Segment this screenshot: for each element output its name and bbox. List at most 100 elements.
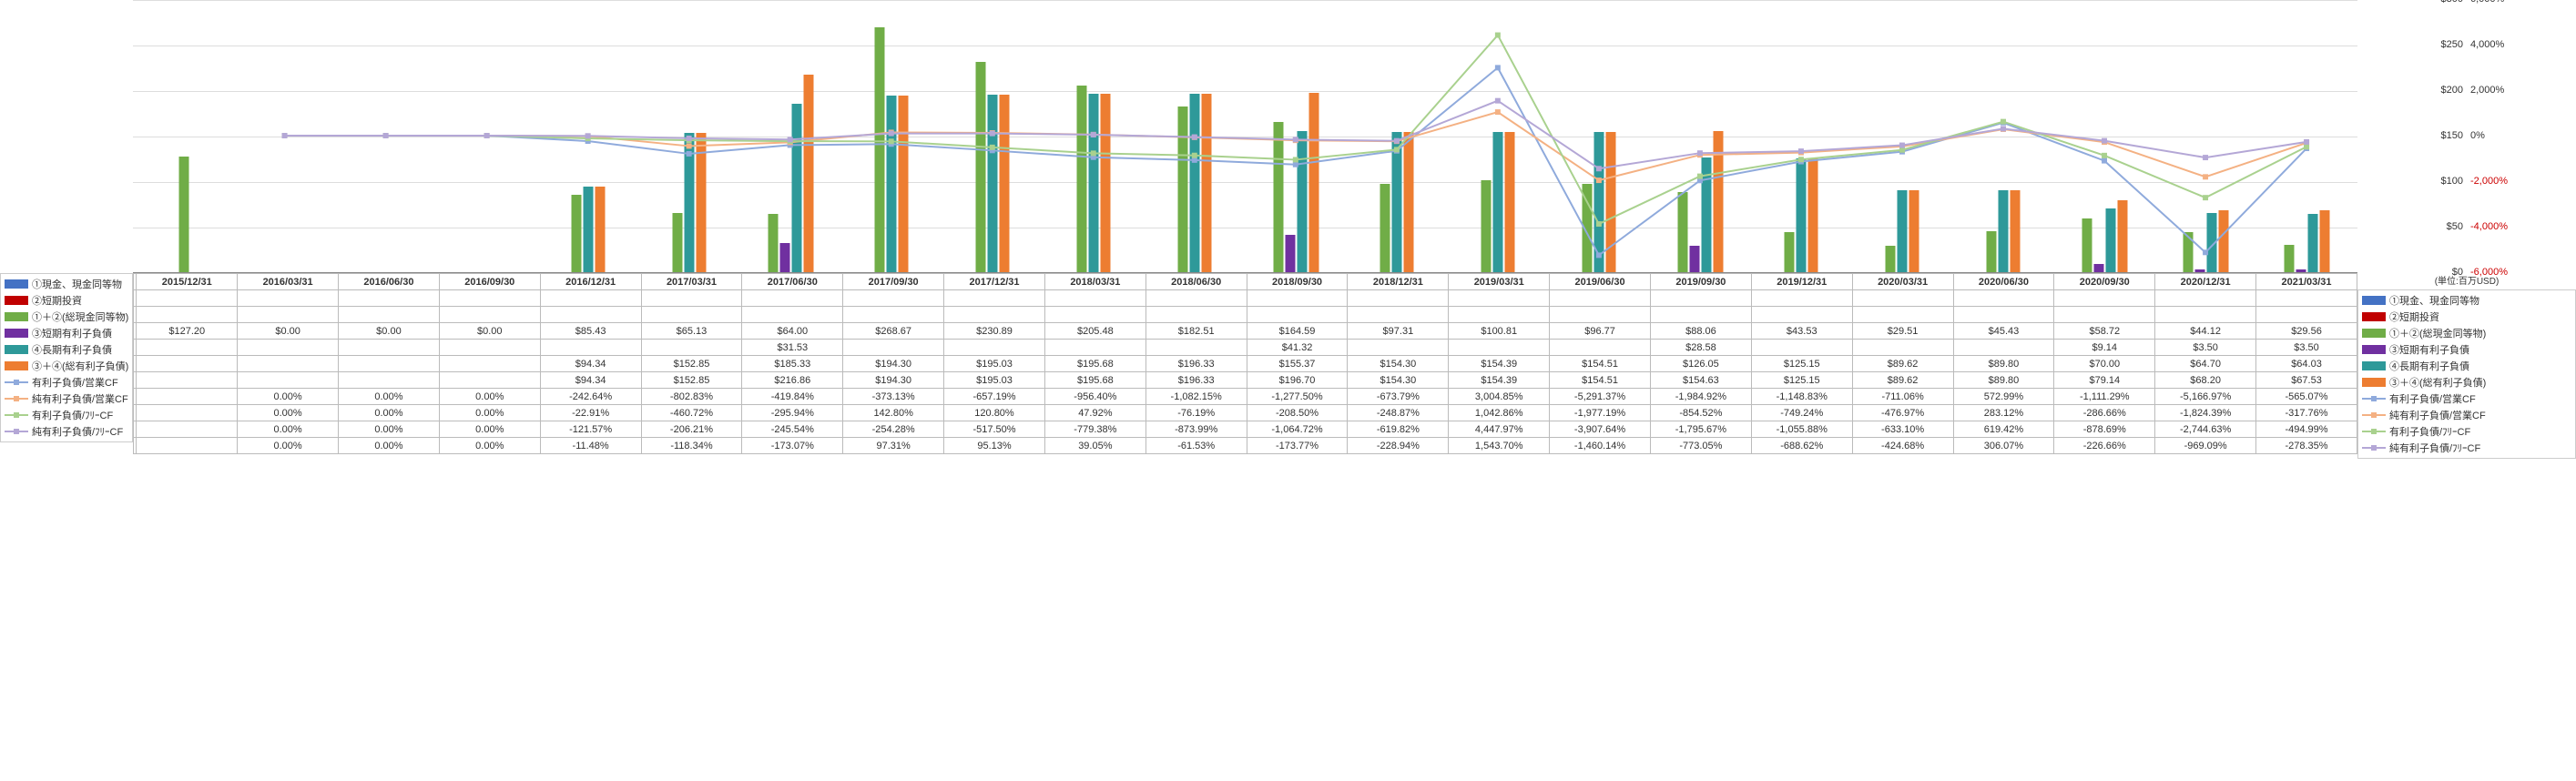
data-cell — [439, 372, 540, 389]
data-cell: -173.77% — [1247, 438, 1348, 454]
bar — [988, 95, 998, 272]
data-cell: 0.00% — [339, 389, 440, 405]
data-cell: $100.81 — [1449, 323, 1550, 340]
data-cell — [944, 290, 1045, 307]
data-cell: $185.33 — [742, 356, 843, 372]
data-cell — [1145, 290, 1247, 307]
data-cell: 0.00% — [439, 405, 540, 421]
bar — [1797, 158, 1807, 272]
period-header: 2017/12/31 — [944, 274, 1045, 290]
period-header: 2016/03/31 — [238, 274, 339, 290]
data-cell: $79.14 — [2054, 372, 2155, 389]
period-header: 2021/03/31 — [2256, 274, 2357, 290]
bar — [1101, 94, 1111, 272]
data-cell: $0.00 — [339, 323, 440, 340]
data-cell: $88.06 — [1650, 323, 1751, 340]
data-cell: -688.62% — [1751, 438, 1852, 454]
legend-item: 有利子負債/ﾌﾘｰCF — [3, 407, 130, 423]
data-cell — [1852, 307, 1953, 323]
data-cell: -228.94% — [1348, 438, 1449, 454]
bar — [1392, 132, 1402, 272]
data-cell: 619.42% — [1953, 421, 2054, 438]
data-cell — [1751, 290, 1852, 307]
data-cell: $58.72 — [2054, 323, 2155, 340]
data-cell: $196.33 — [1145, 356, 1247, 372]
data-cell — [540, 340, 641, 356]
data-cell — [238, 340, 339, 356]
legend-item: 純有利子負債/営業CF — [3, 390, 130, 407]
data-cell: -711.06% — [1852, 389, 1953, 405]
data-cell: -517.50% — [944, 421, 1045, 438]
data-cell: -208.50% — [1247, 405, 1348, 421]
data-cell: -969.09% — [2155, 438, 2256, 454]
data-cell — [944, 307, 1045, 323]
bar — [2206, 213, 2216, 272]
bar — [1297, 131, 1307, 272]
period-header: 2016/09/30 — [439, 274, 540, 290]
data-cell: -248.87% — [1348, 405, 1449, 421]
data-cell: $125.15 — [1751, 356, 1852, 372]
data-cell: 1,543.70% — [1449, 438, 1550, 454]
chart-cell — [1549, 0, 1650, 272]
data-cell: $65.13 — [641, 323, 742, 340]
bar — [1808, 158, 1818, 272]
data-cell: 142.80% — [843, 405, 944, 421]
legend-item: 純有利子負債/ﾌﾘｰCF — [3, 423, 130, 440]
data-cell — [238, 372, 339, 389]
data-cell: 120.80% — [944, 405, 1045, 421]
data-cell: $196.70 — [1247, 372, 1348, 389]
data-cell — [540, 290, 641, 307]
data-cell: $195.03 — [944, 372, 1045, 389]
chart-cell — [1751, 0, 1852, 272]
bar — [1701, 157, 1711, 272]
data-cell — [1953, 340, 2054, 356]
data-cell — [339, 372, 440, 389]
data-cell: 283.12% — [1953, 405, 2054, 421]
data-cell: -295.94% — [742, 405, 843, 421]
data-cell: $41.32 — [1247, 340, 1348, 356]
bar — [2218, 210, 2228, 272]
bar — [1689, 246, 1699, 272]
data-cell: 0.00% — [339, 421, 440, 438]
chart-cell — [1145, 0, 1246, 272]
data-cell: $127.20 — [137, 323, 238, 340]
data-cell — [1449, 290, 1550, 307]
data-cell: $154.63 — [1650, 372, 1751, 389]
right-panel: $0$50$100$150$200$250$300-6,000%-4,000%-… — [2357, 0, 2576, 781]
data-cell: -5,291.37% — [1550, 389, 1651, 405]
data-cell: $28.58 — [1650, 340, 1751, 356]
data-cell: -749.24% — [1751, 405, 1852, 421]
data-cell: -61.53% — [1145, 438, 1247, 454]
data-cell — [1145, 307, 1247, 323]
data-cell — [944, 340, 1045, 356]
data-cell — [1145, 340, 1247, 356]
bar — [976, 62, 986, 272]
combo-chart — [133, 0, 2357, 273]
data-cell: $205.48 — [1044, 323, 1145, 340]
data-cell: -1,111.29% — [2054, 389, 2155, 405]
data-cell: 47.92% — [1044, 405, 1145, 421]
bar — [1713, 131, 1723, 272]
data-cell — [238, 307, 339, 323]
data-cell: -619.82% — [1348, 421, 1449, 438]
data-cell: $44.12 — [2155, 323, 2256, 340]
period-header: 2019/12/31 — [1751, 274, 1852, 290]
bar — [1202, 94, 1212, 272]
data-cell — [2256, 290, 2357, 307]
bar — [1594, 132, 1604, 273]
chart-cell — [2256, 0, 2357, 272]
data-cell: -1,460.14% — [1550, 438, 1651, 454]
chart-cell — [1044, 0, 1145, 272]
data-cell — [339, 356, 440, 372]
chart-cell — [133, 0, 234, 272]
data-cell — [1449, 340, 1550, 356]
data-cell: $216.86 — [742, 372, 843, 389]
legend-item: ②短期投資 — [2360, 309, 2573, 325]
data-cell: $43.53 — [1751, 323, 1852, 340]
data-cell: $31.53 — [742, 340, 843, 356]
data-cell: $70.00 — [2054, 356, 2155, 372]
data-cell: $64.70 — [2155, 356, 2256, 372]
bar — [1077, 86, 1087, 272]
data-cell: $94.34 — [540, 356, 641, 372]
data-cell: -854.52% — [1650, 405, 1751, 421]
